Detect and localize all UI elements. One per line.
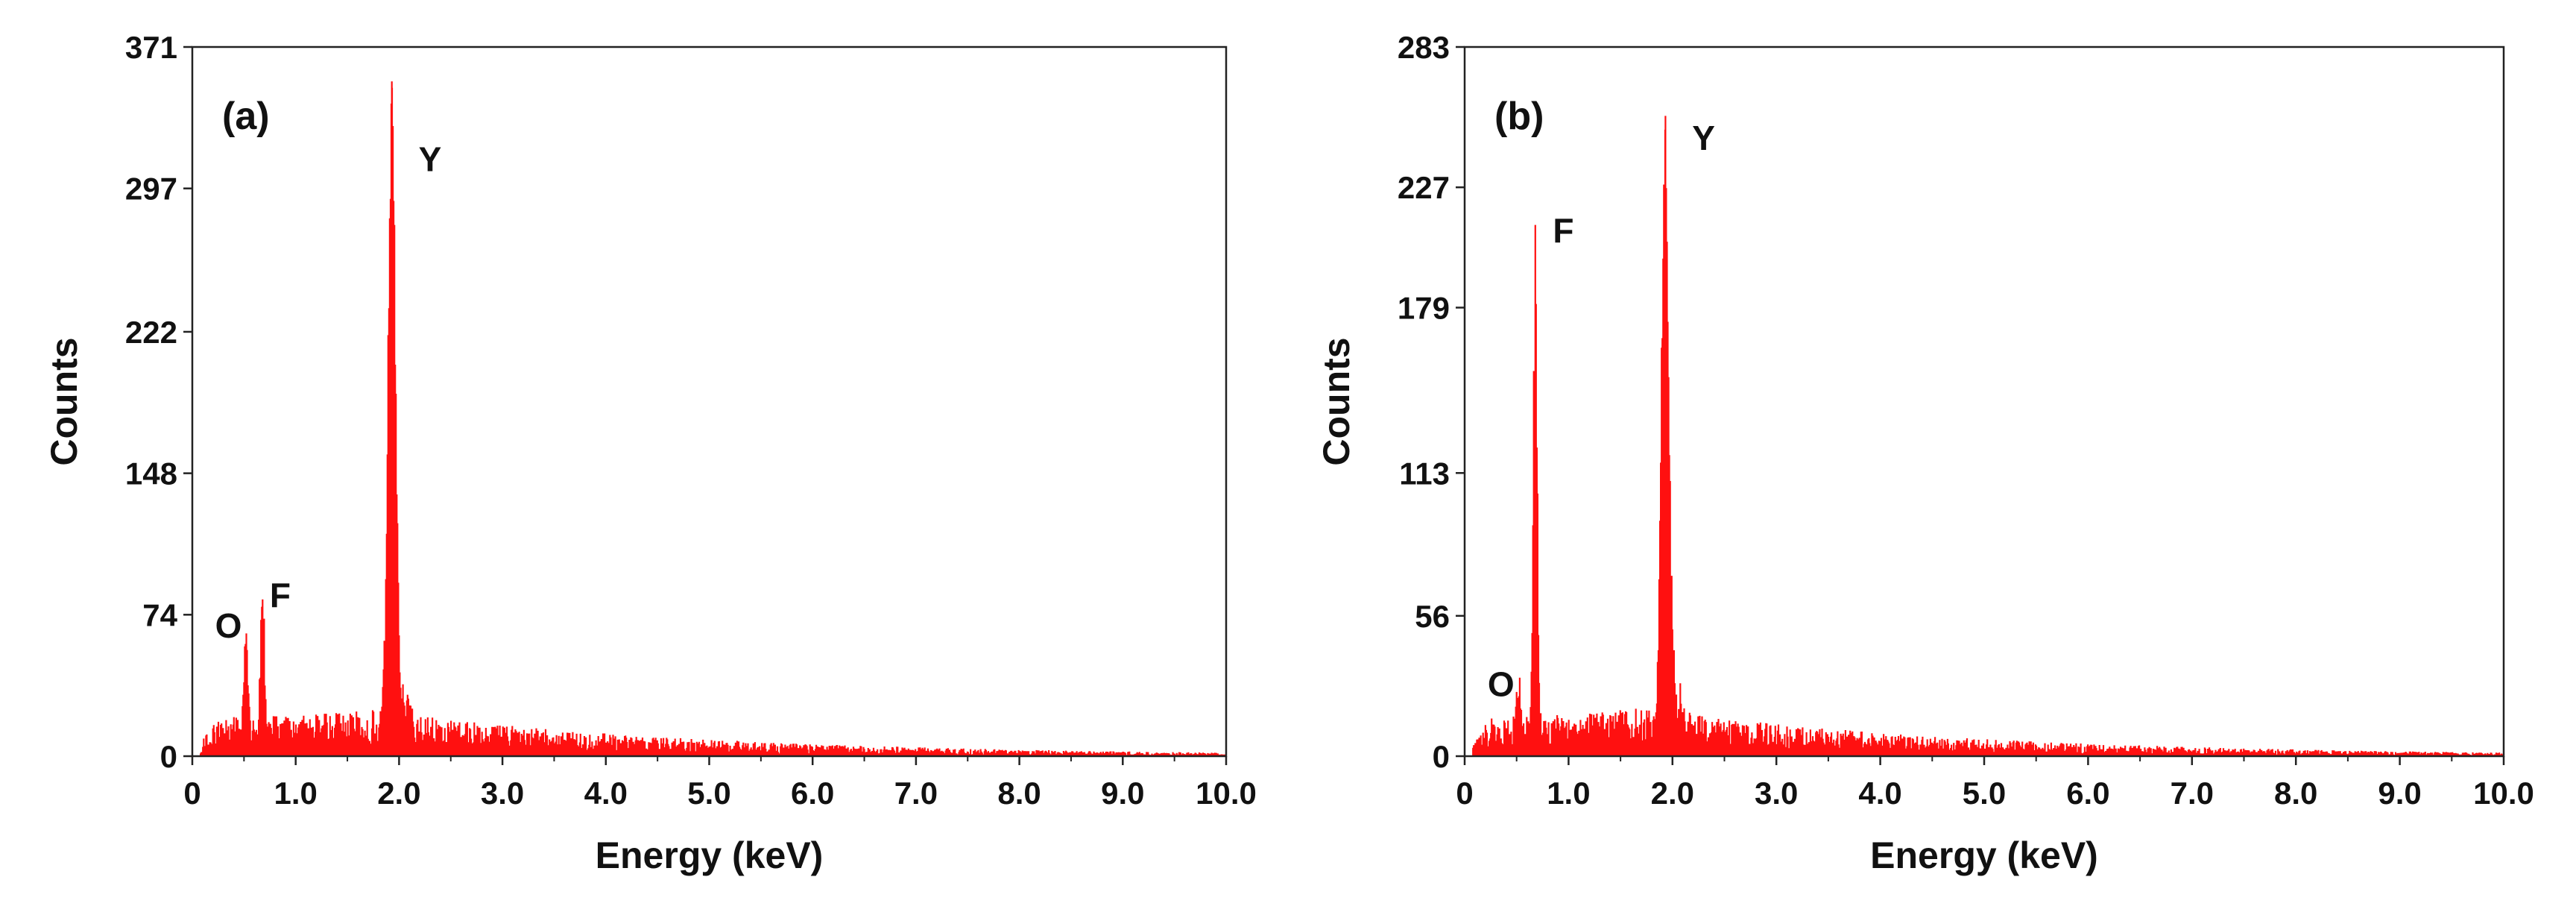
- x-axis-title-a: Energy (keV): [596, 834, 824, 876]
- x-tick-label-a: 10.0: [1196, 776, 1257, 811]
- plot-frame-b: [1463, 45, 2505, 758]
- x-tick-label-b: 3.0: [1755, 776, 1798, 811]
- x-tick-label-a: 9.0: [1101, 776, 1144, 811]
- eds-spectrum-chart-a: 0 1.0 2.0 3.0 4.0 5.0 6.0 7.0 8.0 9.0 10.0 0 74 148 22…: [43, 30, 1257, 876]
- peak-label-f-a: F: [270, 576, 291, 614]
- peak-label-f-b: F: [1553, 211, 1573, 250]
- eds-spectrum-panel-a: 0 1.0 2.0 3.0 4.0 5.0 6.0 7.0 8.0 9.0 10.0 0 74 148 22…: [43, 30, 1257, 876]
- panel-label-a: (a): [222, 95, 270, 138]
- y-axis-title-a: Counts: [43, 337, 85, 465]
- y-tick-label-b: 179: [1398, 290, 1450, 325]
- x-tick-label-b: 8.0: [2274, 776, 2317, 811]
- y-tick-label-b: 0: [1433, 739, 1450, 774]
- x-tick-label-b: 10.0: [2473, 776, 2534, 811]
- spectrum-bars-b: [1472, 116, 2504, 756]
- x-tick-label-a: 5.0: [687, 776, 730, 811]
- peak-label-y-a: Y: [419, 140, 442, 179]
- x-tick-label-a: 2.0: [377, 776, 420, 811]
- eds-spectrum-chart-b: 0 1.0 2.0 3.0 4.0 5.0 6.0 7.0 8.0 9.0 10.0 0 56 113 17…: [1316, 30, 2534, 876]
- x-tick-label-b: 5.0: [1963, 776, 2006, 811]
- x-axis-title-b: Energy (keV): [1870, 834, 2098, 876]
- x-tick-label-b: 9.0: [2378, 776, 2421, 811]
- y-tick-label-a: 148: [125, 456, 177, 491]
- peak-label-o-a: O: [215, 606, 242, 645]
- x-tick-label-a: 0: [183, 776, 201, 811]
- x-tick-label-a: 7.0: [894, 776, 938, 811]
- spectrum-b: [1472, 116, 2504, 756]
- y-tick-label-a: 222: [125, 315, 177, 350]
- panel-label-b: (b): [1494, 95, 1544, 138]
- y-tick-label-a: 297: [125, 172, 177, 207]
- eds-spectrum-panel-b: 0 1.0 2.0 3.0 4.0 5.0 6.0 7.0 8.0 9.0 10.0 0 56 113 17…: [1288, 0, 2576, 918]
- y-tick-label-b: 56: [1415, 599, 1450, 634]
- peak-label-o-b: O: [1488, 664, 1515, 703]
- y-axis-title-b: Counts: [1316, 337, 1357, 465]
- y-tick-label-a: 0: [160, 739, 177, 774]
- x-tick-label-a: 6.0: [791, 776, 834, 811]
- x-tick-label-b: 6.0: [2066, 776, 2109, 811]
- spectrum-bars-a: [200, 81, 1227, 756]
- x-tick-label-b: 4.0: [1858, 776, 1901, 811]
- x-tick-label-b: 2.0: [1651, 776, 1694, 811]
- x-tick-label-a: 3.0: [481, 776, 524, 811]
- y-tick-label-b: 283: [1398, 30, 1450, 65]
- y-tick-label-b: 227: [1398, 170, 1450, 205]
- x-tick-label-a: 1.0: [274, 776, 318, 811]
- y-tick-label-a: 74: [142, 597, 177, 632]
- spectrum-a: [200, 81, 1227, 756]
- x-tick-label-b: 0: [1456, 776, 1473, 811]
- x-tick-label-a: 8.0: [997, 776, 1041, 811]
- x-tick-label-b: 7.0: [2171, 776, 2214, 811]
- y-tick-label-b: 113: [1399, 456, 1450, 491]
- x-tick-label-b: 1.0: [1547, 776, 1590, 811]
- peak-label-y-b: Y: [1692, 119, 1715, 157]
- y-tick-label-a: 371: [125, 30, 177, 65]
- plot-frame-a: [191, 45, 1228, 758]
- x-tick-label-a: 4.0: [584, 776, 628, 811]
